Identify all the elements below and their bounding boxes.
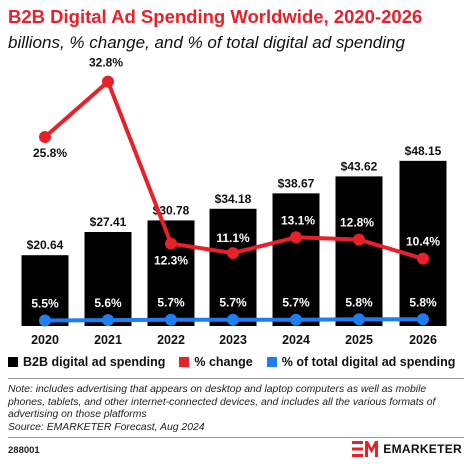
bar-label-2024: $38.67 [278,176,315,190]
brand-name: EMARKETER [383,442,462,456]
legend-item-share: % of total digital ad spending [266,355,456,369]
legend-item-spending: B2B digital ad spending [8,355,165,369]
bar-label-2023: $34.18 [215,192,252,206]
bar-2023 [209,208,257,326]
combo-chart: $20.64 $27.41 $30.78 $34.18 $38.67 $43.62 $48.… [21,56,447,345]
legend-label-share: % of total digital ad spending [281,355,456,369]
divider-top [8,378,464,379]
x-tick-label-2020: 2020 [31,333,59,345]
bar-2022 [147,220,195,326]
change-point-2025 [353,233,365,246]
bar-2024 [272,193,320,326]
bar-label-2021: $27.41 [90,215,127,229]
change-label-2024: 13.1% [281,213,315,227]
bar-2025 [335,176,383,326]
change-point-2020 [39,130,51,143]
emarketer-logo-icon [352,441,379,457]
change-label-2023: 11.1% [216,231,250,245]
x-tick-label-2023: 2023 [219,333,247,345]
share-point-2025 [353,313,365,326]
change-label-2021: 32.8% [89,56,123,70]
legend-swatch-spending [8,357,18,367]
change-label-2022: 12.3% [154,254,188,268]
legend-item-change: % change [179,355,253,369]
x-tick-label-2025: 2025 [345,333,373,345]
bar-label-2022: $30.78 [153,203,190,217]
x-tick-label-2022: 2022 [157,333,185,345]
share-point-2023 [227,313,239,326]
change-label-2020: 25.8% [33,146,67,160]
brand-logo: EMARKETER [352,440,462,458]
legend-swatch-share [266,357,277,367]
change-point-2021 [102,75,114,88]
bar-2026 [399,160,447,326]
bar-label-2025: $43.62 [341,159,378,173]
change-point-2022 [165,237,177,250]
source-text: Source: EMARKETER Forecast, Aug 2024 [8,421,205,433]
bar-label-2026: $48.15 [405,144,442,158]
share-label-2026: 5.8% [409,295,437,309]
share-label-2025: 5.8% [345,295,373,309]
x-tick-label-2024: 2024 [282,333,310,345]
share-label-2024: 5.7% [282,296,310,310]
bar-2021 [84,231,132,326]
share-label-2021: 5.6% [94,296,122,310]
chart-subtitle: billions, % change, and % of total digit… [8,33,405,52]
legend-label-spending: B2B digital ad spending [23,355,166,369]
share-label-2020: 5.5% [31,297,59,311]
x-tick-label-2026: 2026 [409,333,437,345]
share-label-2023: 5.7% [219,296,247,310]
change-label-2025: 12.8% [340,216,374,230]
bar-label-2020: $20.64 [27,238,64,252]
x-tick-label-2021: 2021 [94,333,122,345]
share-point-2026 [417,313,429,326]
note-text: Note: includes advertising that appears … [8,384,436,421]
legend-label-change: % change [194,355,253,369]
share-point-2020 [39,314,51,327]
chart-footnote: Note: includes advertising that appears … [8,384,464,434]
share-point-2021 [102,314,114,327]
chart-title: B2B Digital Ad Spending Worldwide, 2020-… [8,6,423,27]
chart-id: 288001 [8,445,40,456]
chart-legend: B2B digital ad spending % change % of to… [8,355,464,369]
share-label-2022: 5.7% [157,296,185,310]
share-point-2024 [290,313,302,326]
change-point-2026 [417,252,429,265]
divider-bottom [8,437,464,438]
share-point-2022 [165,313,177,326]
change-label-2026: 10.4% [406,235,440,249]
change-point-2023 [227,247,239,260]
change-point-2024 [290,231,302,244]
legend-swatch-change [179,357,190,367]
bar-2020 [21,255,69,326]
